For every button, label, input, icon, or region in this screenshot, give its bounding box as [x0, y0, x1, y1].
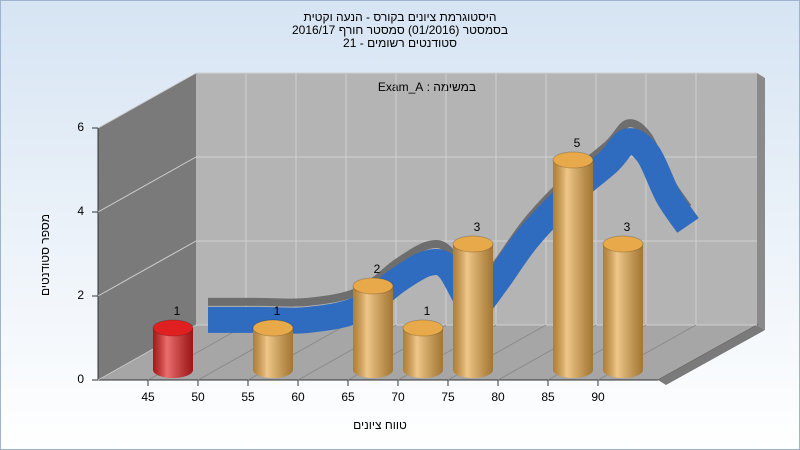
- bar-top: [552, 151, 594, 169]
- x-tick-label: 50: [191, 390, 205, 404]
- chart-subtitle: סטודנטים רשומים - 21: [343, 36, 457, 50]
- grid-line: [97, 72, 197, 129]
- annotation: במשימה : Exam_A: [378, 80, 476, 94]
- floor-edge: [658, 325, 765, 385]
- x-tick-label: 80: [491, 390, 505, 404]
- wall-edge: [757, 73, 765, 330]
- bar-top: [352, 277, 394, 295]
- chart-subtitle: בסמסטר (01/2016) סמסטר חורף 2016/17: [292, 23, 508, 37]
- left-wall: [98, 73, 196, 380]
- value-label: 5: [574, 136, 581, 150]
- bar-top: [452, 235, 494, 253]
- x-tick-label: 60: [291, 390, 305, 404]
- value-label: 1: [424, 304, 431, 318]
- bar-shade: [453, 244, 493, 378]
- bar-top: [402, 319, 444, 337]
- x-tick-label: 90: [591, 390, 605, 404]
- y-tick-label: 4: [77, 204, 84, 218]
- grid-line: [97, 240, 197, 297]
- x-tick-label: 65: [341, 390, 355, 404]
- bar-shade: [403, 328, 443, 378]
- bar-shade: [553, 160, 593, 378]
- y-tick-label: 2: [77, 288, 84, 302]
- y-tick-label: 0: [77, 372, 84, 386]
- x-tick-label: 85: [541, 390, 555, 404]
- x-tick-label: 45: [141, 390, 155, 404]
- value-label: 1: [274, 304, 281, 318]
- bar-top: [602, 235, 644, 253]
- bar-shade: [253, 328, 293, 378]
- value-label: 2: [374, 262, 381, 276]
- bar-top: [152, 319, 194, 337]
- bar-top: [252, 319, 294, 337]
- bar-shade: [153, 328, 193, 378]
- bar-shade: [353, 286, 393, 378]
- grid-line: [97, 156, 197, 213]
- y-tick-label: 6: [77, 120, 84, 134]
- x-tick-label: 75: [441, 390, 455, 404]
- value-label: 1: [174, 304, 181, 318]
- x-tick-label: 55: [241, 390, 255, 404]
- chart-title: היסטוגרמת ציונים בקורס - הנעה וקטית: [304, 10, 497, 24]
- x-tick-label: 70: [391, 390, 405, 404]
- x-axis-label: טווח ציונים: [353, 418, 407, 432]
- value-label: 3: [474, 220, 481, 234]
- y-axis-label: מספר סטודנטים: [38, 214, 52, 296]
- value-label: 3: [624, 220, 631, 234]
- bar-shade: [603, 244, 643, 378]
